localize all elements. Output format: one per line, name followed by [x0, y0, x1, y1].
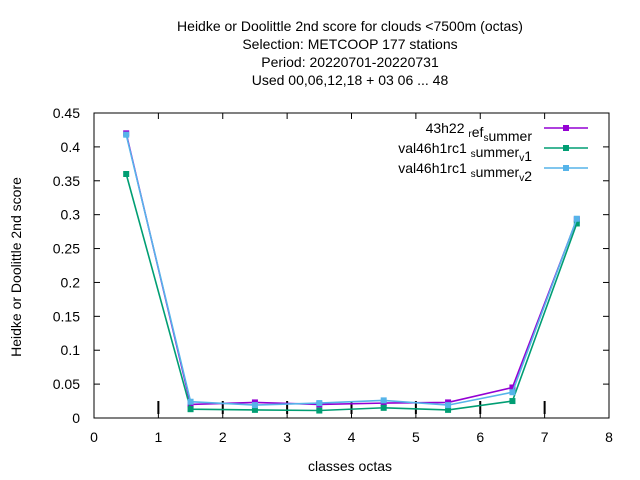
x-tick-label: 2 — [219, 429, 227, 445]
x-tick-label: 3 — [283, 429, 291, 445]
title-line: Used 00,06,12,18 + 03 06 ... 48 — [252, 72, 449, 88]
legend-subscript: v — [519, 153, 524, 164]
data-point — [573, 215, 580, 222]
series-line — [125, 133, 578, 406]
y-tick-label: 0.2 — [61, 274, 81, 290]
y-tick-label: 0.35 — [53, 173, 80, 189]
series-line — [125, 134, 578, 406]
series-line — [125, 173, 578, 412]
data-point — [187, 398, 194, 405]
legend-subscript: v — [519, 173, 524, 184]
legend-subscript: s — [483, 133, 488, 144]
legend-label: val46h1rc1 summerv1 — [398, 140, 532, 164]
data-point — [573, 220, 580, 227]
title-line: Heidke or Doolittle 2nd score for clouds… — [177, 18, 523, 34]
legend-label: val46h1rc1 summerv2 — [398, 160, 532, 184]
data-point — [251, 406, 258, 413]
data-point — [316, 400, 323, 407]
y-tick-label: 0.45 — [53, 105, 80, 121]
data-point — [380, 404, 387, 411]
axes: 0 1 2 3 4 5 6 7 8 0 0.05 0.1 0.15 0.2 0.25 0.3 0.35 0.4 0.… — [53, 105, 613, 445]
data-point — [509, 389, 516, 396]
x-tick-label: 6 — [476, 429, 484, 445]
legend-label: 43h22 refsummer — [426, 120, 533, 144]
data-point — [123, 171, 130, 177]
data-point — [316, 407, 323, 414]
data-point — [509, 384, 516, 391]
y-tick-label: 0 — [72, 410, 80, 426]
x-tick-label: 4 — [348, 429, 356, 445]
legend-text: val46h1rc1 — [398, 140, 470, 156]
data-point — [380, 397, 387, 404]
legend-subscript: s — [471, 169, 476, 180]
legend-text: ummer — [476, 144, 520, 160]
y-axis-label: Heidke or Doolittle 2nd score — [8, 177, 24, 357]
series-lines — [123, 130, 580, 414]
legend-swatch-marker — [563, 125, 569, 131]
legend-text: ef — [472, 124, 484, 140]
y-tick-label: 0.25 — [53, 241, 80, 257]
x-tick-label: 7 — [541, 429, 549, 445]
data-point — [187, 406, 194, 413]
x-tick-label: 1 — [154, 429, 162, 445]
title-line: Selection: METCOOP 177 stations — [242, 36, 457, 52]
x-tick-label: 0 — [90, 429, 98, 445]
legend-text: 43h22 — [426, 120, 469, 136]
data-point — [445, 406, 452, 413]
data-point — [445, 402, 452, 409]
legend-text: ummer — [488, 128, 532, 144]
legend-text: 2 — [524, 168, 532, 184]
legend-subscript: s — [471, 149, 476, 160]
x-tick-label: 5 — [412, 429, 420, 445]
x-tick-label: 8 — [605, 429, 613, 445]
x-axis-label: classes octas — [308, 458, 392, 474]
data-point — [251, 402, 258, 409]
legend-subscript: r — [468, 129, 472, 140]
legend-text: 1 — [524, 148, 532, 164]
title-line: Period: 20220701-20220731 — [261, 54, 439, 70]
y-tick-label: 0.05 — [53, 376, 80, 392]
legend-text: ummer — [476, 164, 520, 180]
data-point — [509, 398, 516, 405]
y-tick-label: 0.4 — [61, 139, 81, 155]
y-tick-label: 0.1 — [61, 342, 81, 358]
chart-title: Heidke or Doolittle 2nd score for clouds… — [177, 18, 523, 88]
y-tick-label: 0.3 — [61, 207, 81, 223]
legend-swatch-marker — [563, 165, 569, 171]
y-tick-label: 0.15 — [53, 308, 80, 324]
data-point — [123, 131, 130, 138]
legend-swatch-marker — [563, 145, 569, 151]
legend-text: val46h1rc1 — [398, 160, 470, 176]
